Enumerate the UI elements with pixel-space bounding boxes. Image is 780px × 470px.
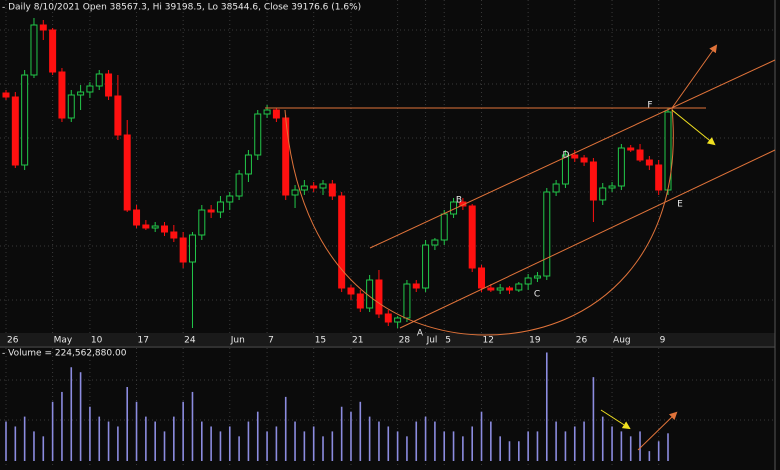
x-tick-label: May bbox=[54, 336, 73, 346]
candle-body bbox=[375, 279, 383, 315]
trend-lines bbox=[265, 44, 776, 451]
candle-body bbox=[226, 195, 234, 203]
candle-body bbox=[272, 109, 280, 119]
candle-body bbox=[412, 283, 420, 289]
candle-body bbox=[310, 185, 318, 189]
candle-body bbox=[161, 225, 169, 233]
candle-body bbox=[515, 283, 523, 291]
candle-body bbox=[468, 205, 476, 269]
candle-body bbox=[571, 154, 579, 159]
x-tick-label: 26 bbox=[576, 336, 588, 346]
candle-body bbox=[105, 73, 113, 97]
candle-body bbox=[300, 185, 308, 191]
candle-body bbox=[58, 71, 66, 119]
candle-body bbox=[645, 159, 653, 166]
candle-body bbox=[422, 244, 430, 289]
candle-body bbox=[366, 279, 374, 309]
candle-body bbox=[49, 29, 57, 73]
candle-body bbox=[95, 73, 103, 87]
candle-body bbox=[282, 117, 290, 196]
candle-body bbox=[599, 187, 607, 201]
candle-body bbox=[188, 234, 196, 263]
annotation: A bbox=[417, 329, 424, 339]
candle-body bbox=[114, 95, 122, 136]
candle-body bbox=[235, 173, 243, 197]
x-tick-label: 7 bbox=[268, 336, 274, 346]
date-axis bbox=[0, 333, 775, 346]
candle-body bbox=[580, 157, 588, 163]
candle-body bbox=[533, 275, 541, 279]
candle-body bbox=[608, 185, 616, 189]
candle-body bbox=[431, 239, 439, 246]
candle-body bbox=[77, 91, 85, 96]
candle-body bbox=[589, 161, 597, 201]
x-tick-label: 21 bbox=[352, 336, 363, 346]
candle-body bbox=[170, 231, 178, 239]
candle-body bbox=[543, 191, 551, 277]
annotation: C bbox=[534, 290, 540, 300]
candle-body bbox=[86, 85, 94, 93]
x-tick-label: 15 bbox=[315, 336, 326, 346]
candle-body bbox=[263, 109, 271, 115]
candle-body bbox=[67, 94, 75, 119]
candle-body bbox=[254, 113, 262, 156]
x-tick-label: 12 bbox=[483, 336, 494, 346]
candle-body bbox=[617, 147, 625, 187]
candle-body bbox=[142, 224, 150, 229]
x-tick-label: Jul bbox=[426, 336, 438, 346]
candle-body bbox=[2, 92, 10, 98]
annotation: E bbox=[677, 200, 683, 210]
x-tick-label: 17 bbox=[138, 336, 149, 346]
annotation: F bbox=[647, 101, 652, 111]
candle-body bbox=[356, 293, 364, 309]
x-tick-label: 28 bbox=[399, 336, 411, 346]
candle-body bbox=[561, 154, 569, 185]
candle-body bbox=[328, 183, 336, 197]
candle-body bbox=[627, 147, 635, 151]
candle-body bbox=[30, 24, 38, 76]
candle-body bbox=[198, 209, 206, 236]
candle-body bbox=[655, 164, 663, 191]
x-tick-label: 19 bbox=[529, 336, 541, 346]
candle-body bbox=[133, 209, 141, 226]
candle-body bbox=[440, 213, 448, 241]
candle-body bbox=[179, 237, 187, 263]
x-tick-label: 24 bbox=[184, 336, 196, 346]
candle-body bbox=[244, 154, 252, 175]
candle-body bbox=[403, 283, 411, 319]
candle-body bbox=[216, 201, 224, 213]
candle-body bbox=[524, 277, 532, 285]
volume-title: - Volume = 224,562,880.00 bbox=[2, 349, 127, 359]
candle-body bbox=[21, 74, 29, 166]
candle-body bbox=[384, 313, 392, 323]
candle-body bbox=[552, 183, 560, 193]
candle-body bbox=[505, 287, 513, 291]
x-tick-label: 9 bbox=[660, 336, 666, 346]
candle-body bbox=[636, 149, 644, 161]
candle-body bbox=[338, 195, 346, 289]
candle-body bbox=[207, 209, 215, 213]
candle-body bbox=[291, 189, 299, 196]
x-tick-label: Jun bbox=[230, 336, 245, 346]
candle-body bbox=[151, 225, 159, 229]
candle-body bbox=[487, 287, 495, 291]
x-tick-label: 10 bbox=[91, 336, 103, 346]
candle-body bbox=[394, 317, 402, 323]
candle-body bbox=[11, 96, 19, 166]
annotation: D bbox=[563, 151, 570, 161]
x-tick-label: 26 bbox=[7, 336, 19, 346]
chart-title: - Daily 8/10/2021 Open 38567.3, Hi 39198… bbox=[2, 3, 361, 13]
annotation: B bbox=[456, 196, 462, 206]
candle-body bbox=[478, 267, 486, 289]
candle-body bbox=[319, 183, 327, 189]
x-tick-label: 5 bbox=[445, 336, 451, 346]
candle-body bbox=[347, 287, 355, 295]
candle-body bbox=[496, 287, 504, 291]
candle-body bbox=[39, 24, 47, 31]
candle-body bbox=[123, 134, 131, 211]
x-tick-label: Aug bbox=[613, 336, 631, 346]
